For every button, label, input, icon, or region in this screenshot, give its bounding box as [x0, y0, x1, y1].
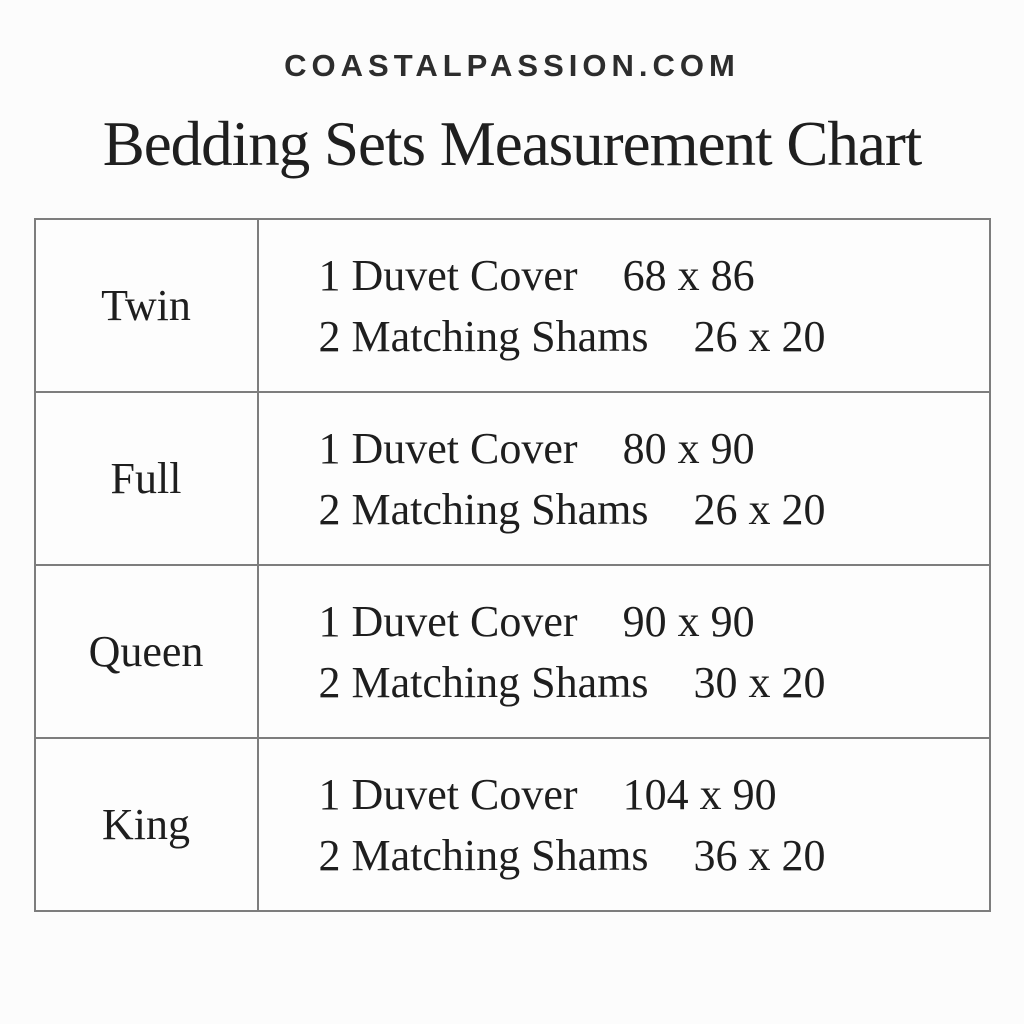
table-row-queen: Queen 1 Duvet Cover 90 x 90 2 Matching S… [35, 564, 989, 738]
table-row-twin: Twin 1 Duvet Cover 68 x 86 2 Matching Sh… [36, 220, 989, 392]
item-label: 2 Matching Shams [318, 830, 649, 880]
table-row-king: King 1 Duvet Cover 104 x 90 2 Matching S… [35, 737, 989, 911]
measurement-line: 1 Duvet Cover 68 x 86 [319, 245, 989, 306]
measurements-cell: 1 Duvet Cover 80 x 90 2 Matching Shams 2… [259, 393, 989, 564]
measurement-line: 1 Duvet Cover 80 x 90 [319, 418, 989, 479]
item-dimensions: 104 x 90 [622, 769, 777, 819]
item-label: 1 Duvet Cover [318, 596, 578, 646]
item-label: 2 Matching Shams [318, 657, 649, 707]
measurement-table: Twin 1 Duvet Cover 68 x 86 2 Matching Sh… [33, 218, 991, 913]
item-dimensions: 90 x 90 [622, 596, 755, 646]
item-dimensions: 26 x 20 [693, 484, 826, 534]
bed-size-cell: King [36, 739, 259, 911]
item-dimensions: 80 x 90 [622, 423, 755, 473]
bed-size-cell: Twin [36, 220, 259, 392]
measurements-cell: 1 Duvet Cover 90 x 90 2 Matching Shams 3… [259, 566, 989, 737]
bed-size-label: King [102, 800, 190, 850]
measurement-line: 2 Matching Shams 30 x 20 [319, 652, 989, 713]
item-dimensions: 68 x 86 [622, 250, 755, 300]
measurements-cell: 1 Duvet Cover 104 x 90 2 Matching Shams … [259, 739, 989, 910]
bed-size-label: Full [110, 454, 182, 504]
item-label: 2 Matching Shams [318, 484, 649, 534]
measurement-line: 2 Matching Shams 36 x 20 [319, 825, 989, 886]
bed-size-cell: Queen [36, 566, 259, 738]
measurement-line: 2 Matching Shams 26 x 20 [319, 479, 989, 540]
item-label: 1 Duvet Cover [318, 250, 578, 300]
item-label: 1 Duvet Cover [318, 423, 578, 473]
measurement-line: 2 Matching Shams 26 x 20 [319, 306, 989, 367]
item-dimensions: 36 x 20 [693, 830, 826, 880]
bed-size-label: Twin [101, 281, 191, 331]
site-name: COASTALPASSION.COM [284, 48, 740, 83]
bed-size-cell: Full [36, 393, 259, 565]
measurement-line: 1 Duvet Cover 104 x 90 [319, 764, 989, 825]
measurement-line: 1 Duvet Cover 90 x 90 [319, 591, 989, 652]
table-row-full: Full 1 Duvet Cover 80 x 90 2 Matching Sh… [35, 391, 989, 565]
measurements-cell: 1 Duvet Cover 68 x 86 2 Matching Shams 2… [259, 220, 989, 391]
page-title: Bedding Sets Measurement Chart [102, 109, 923, 179]
item-label: 2 Matching Shams [318, 311, 649, 361]
item-dimensions: 30 x 20 [693, 657, 826, 707]
item-dimensions: 26 x 20 [693, 311, 826, 361]
item-label: 1 Duvet Cover [318, 769, 578, 819]
bed-size-label: Queen [88, 627, 204, 677]
